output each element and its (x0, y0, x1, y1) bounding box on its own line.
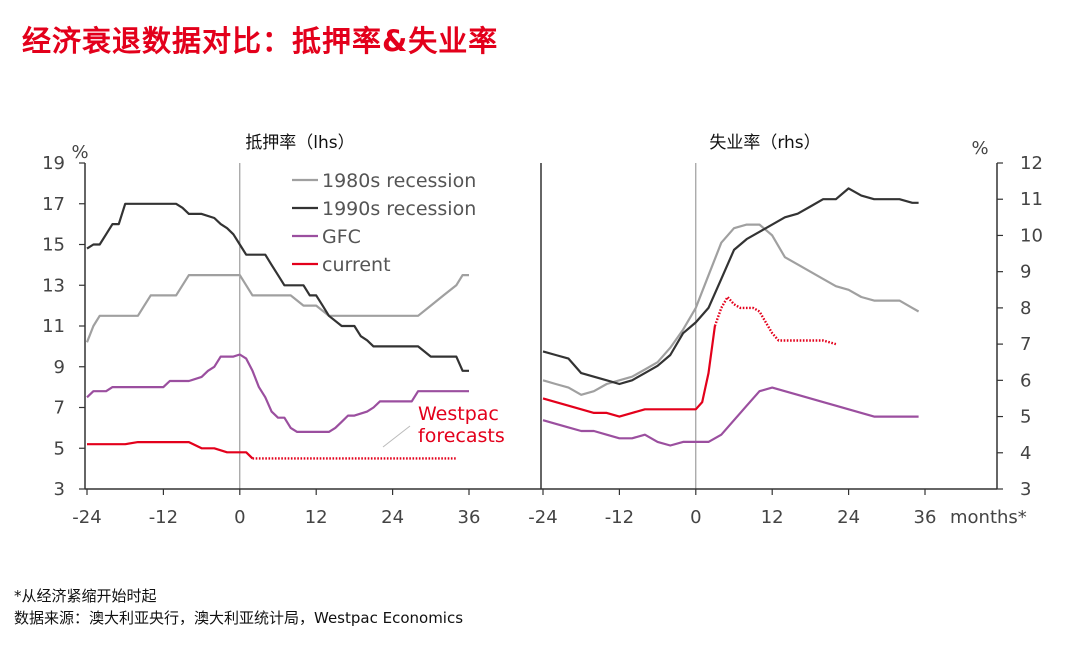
right-y-tick-label: 11 (1020, 189, 1043, 210)
right-y-tick-label: 7 (1020, 334, 1031, 355)
left-y-tick-label: 15 (42, 235, 65, 256)
right-y-tick-label: 12 (1020, 153, 1043, 174)
left-y-tick-label: 7 (54, 398, 65, 419)
right-y-tick-label: 5 (1020, 407, 1031, 428)
left-series-gfc (86, 353, 469, 433)
right-y-tick-label: 3 (1020, 479, 1031, 500)
chart-frame (84, 163, 998, 490)
x-axis-label: months* (950, 507, 1027, 528)
right-series-1990s-recession (542, 187, 919, 386)
right-y-tick-label: 6 (1020, 370, 1031, 391)
left-x-tick-label: 0 (234, 507, 245, 528)
left-y-unit-label: % (71, 142, 88, 163)
left-y-tick-label: 19 (42, 153, 65, 174)
left-panel: 3 5 7 9 11 13 15 17 19 -24 -12 0 12 24 36 抵押率（lhs）% 1980… (42, 133, 505, 528)
forecast-annotation-line2: forecasts (418, 425, 505, 447)
left-x-tick-label: 12 (305, 507, 328, 528)
right-y-tick-label: 4 (1020, 443, 1031, 464)
left-x-tick-label: 24 (381, 507, 404, 528)
right-y-unit-label: % (971, 138, 988, 159)
right-y-tick-label: 8 (1020, 298, 1031, 319)
right-y-tick-label: 9 (1020, 262, 1031, 283)
right-panel: 3 4 5 6 7 8 9 10 11 12 -24 -12 0 12 24 36 months* 失业率（rhs… (528, 133, 1043, 528)
left-series-current (87, 441, 254, 460)
forecast-pointer (382, 425, 411, 448)
right-x-tick-label: 36 (914, 507, 937, 528)
left-y-tick-label: 11 (42, 316, 65, 337)
right-series-gfc (542, 386, 919, 447)
left-y-tick-label: 5 (54, 438, 65, 459)
left-x-tick-label: -24 (72, 507, 101, 528)
right-panel-title: 失业率（rhs） (709, 133, 820, 153)
footnote-source: 数据来源：澳大利亚央行，澳大利亚统计局，Westpac Economics (14, 609, 464, 627)
right-x-tick-label: -24 (528, 507, 557, 528)
right-y-tick-label: 10 (1020, 225, 1043, 246)
left-series-1990s-recession (86, 202, 469, 372)
right-x-tick-label: 0 (690, 507, 701, 528)
page-title: 经济衰退数据对比：抵押率&失业率 (22, 24, 499, 58)
left-y-tick-label: 3 (54, 479, 65, 500)
right-series-current (542, 325, 716, 418)
right-series-current-forecast (713, 295, 837, 346)
right-x-tick-label: 24 (837, 507, 860, 528)
legend-label: GFC (322, 226, 361, 248)
left-y-tick-label: 13 (42, 275, 65, 296)
legend-label: 1990s recession (322, 198, 476, 220)
footnote-start: *从经济紧缩开始时起 (14, 587, 157, 605)
forecast-annotation-line1: Westpac (418, 403, 499, 425)
legend-label: 1980s recession (322, 170, 476, 192)
legend-label: current (322, 254, 391, 276)
left-panel-title: 抵押率（lhs） (245, 133, 354, 153)
left-y-tick-label: 17 (42, 194, 65, 215)
left-series-1980s-recession (85, 274, 469, 343)
left-x-tick-label: 36 (458, 507, 481, 528)
footnotes: *从经济紧缩开始时起 数据来源：澳大利亚央行，澳大利亚统计局，Westpac E… (14, 585, 463, 629)
right-x-tick-label: 12 (761, 507, 784, 528)
right-x-tick-label: -12 (605, 507, 634, 528)
left-y-tick-label: 9 (54, 357, 65, 378)
left-x-tick-label: -12 (149, 507, 178, 528)
right-series-1980s-recession (542, 223, 920, 396)
